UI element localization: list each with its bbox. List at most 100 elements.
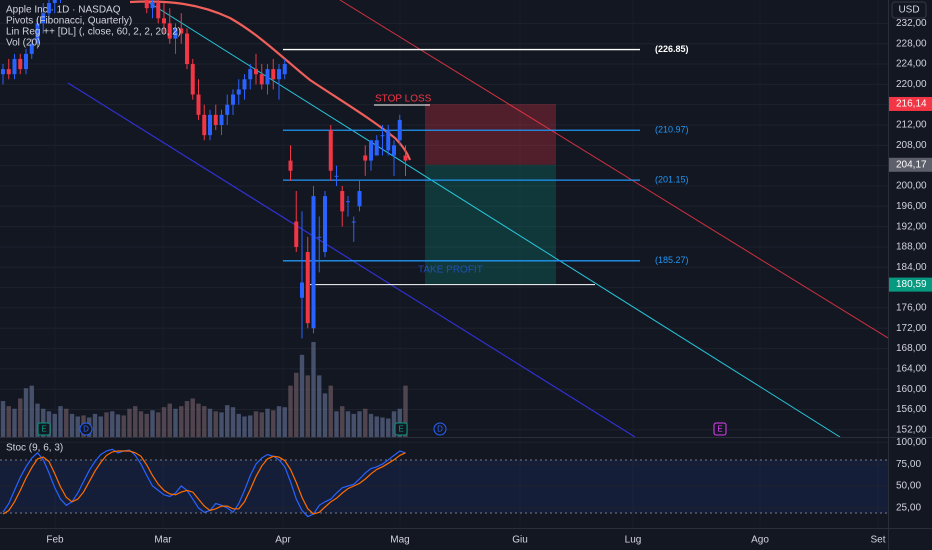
indicator-label: Vol (20) xyxy=(6,38,40,49)
candle-body xyxy=(185,33,189,65)
candle-body xyxy=(6,69,11,75)
y-tick-label: 228,00 xyxy=(896,38,927,49)
volume-bar xyxy=(29,385,34,437)
indicator-label: Lin Reg ++ [DL] (, close, 60, 2, 2, 20, … xyxy=(6,27,181,38)
volume-bar xyxy=(202,406,207,437)
volume-bar xyxy=(328,385,333,437)
y-tick-label: 184,00 xyxy=(896,262,927,273)
volume-bar xyxy=(248,415,253,437)
candle-body xyxy=(265,69,270,85)
candle-body xyxy=(173,28,178,39)
x-tick-label: Apr xyxy=(275,535,291,546)
x-tick-label: Feb xyxy=(46,535,64,546)
volume-bar xyxy=(374,416,379,437)
candle-body xyxy=(41,13,46,24)
volume-bar xyxy=(190,398,195,437)
candle-body xyxy=(380,135,385,137)
volume-bar xyxy=(334,411,339,437)
candle-body xyxy=(351,221,356,223)
volume-bar xyxy=(156,412,161,437)
currency-button[interactable] xyxy=(891,1,927,19)
volume-bar xyxy=(391,411,397,437)
candle-body xyxy=(346,201,350,203)
volume-bar xyxy=(363,408,368,437)
price-tag-label: 204,17 xyxy=(896,159,927,170)
x-tick-label: Giu xyxy=(512,535,528,546)
candle-body xyxy=(18,58,23,70)
candle-body xyxy=(271,69,276,80)
candle-body xyxy=(254,69,258,75)
currency[interactable]: USD xyxy=(898,5,919,16)
candle-body xyxy=(305,252,310,324)
candle-body xyxy=(52,0,57,4)
volume-bar xyxy=(380,417,385,437)
candle-body xyxy=(357,191,362,207)
volume-bar xyxy=(265,408,270,437)
y-tick-label: 172,00 xyxy=(896,323,927,334)
candle-body xyxy=(242,79,247,90)
volume-bar xyxy=(282,407,287,437)
candle-body xyxy=(369,140,373,161)
price-tag xyxy=(889,277,932,292)
volume-bar xyxy=(150,410,155,437)
volume-bar xyxy=(167,403,172,437)
y-tick-label: 164,00 xyxy=(896,364,927,375)
volume-bar xyxy=(351,413,356,437)
volume-bar xyxy=(12,408,17,437)
event-marker xyxy=(37,422,51,436)
volume-bar xyxy=(138,411,144,437)
x-tick-label: Mar xyxy=(154,535,172,546)
stoch-line xyxy=(2,450,406,515)
event-marker xyxy=(79,422,93,436)
stoch-line xyxy=(2,448,406,518)
candle-body xyxy=(363,155,368,161)
volume-bar xyxy=(242,416,247,437)
candle-body xyxy=(225,104,230,115)
candle-body xyxy=(248,69,253,80)
stoch-tick-label: 50,00 xyxy=(896,481,921,492)
pivot-label: (226.85) xyxy=(655,44,689,54)
volume-bar xyxy=(213,411,218,437)
candle-body xyxy=(340,191,345,212)
candle-body xyxy=(208,114,212,136)
volume-bar xyxy=(259,412,264,437)
volume-bar xyxy=(288,385,293,437)
volume-bar xyxy=(69,413,75,437)
volume-bar xyxy=(121,415,126,437)
volume-bar xyxy=(75,416,80,437)
x-tick-label: Set xyxy=(870,535,885,546)
volume-bar xyxy=(110,411,115,437)
indicator-label: Pivots (Fibonacci, Quarterly) xyxy=(6,16,132,27)
y-tick-label: 232,00 xyxy=(896,18,927,29)
candle-body xyxy=(29,43,34,54)
candle-body xyxy=(236,89,241,95)
volume-bar xyxy=(133,406,138,437)
volume-bar xyxy=(271,410,276,437)
candle-body xyxy=(282,64,287,75)
volume-bar xyxy=(276,406,282,437)
volume-bar xyxy=(144,413,149,437)
candle-body xyxy=(12,58,17,75)
volume-bar xyxy=(403,385,408,437)
volume-bar xyxy=(345,411,351,437)
candle-body xyxy=(323,196,327,253)
stoch-tick-label: 75,00 xyxy=(896,459,921,470)
candle-body xyxy=(213,114,218,126)
event-label: E xyxy=(717,425,722,434)
trend-lines xyxy=(67,0,888,437)
y-tick-label: 160,00 xyxy=(896,384,927,395)
volume-bar xyxy=(294,372,299,437)
price-tag-label: 180,59 xyxy=(896,279,927,290)
volume-bar xyxy=(127,408,132,437)
candle-body xyxy=(403,155,408,161)
candle-body xyxy=(386,130,391,151)
position-boxes xyxy=(425,103,556,285)
volume-bar xyxy=(115,414,121,437)
stop-loss-label: STOP LOSS xyxy=(375,94,432,105)
volume-bar xyxy=(18,398,23,437)
candle-body xyxy=(144,0,149,9)
candle-body xyxy=(392,145,396,156)
event-marker xyxy=(433,422,447,436)
